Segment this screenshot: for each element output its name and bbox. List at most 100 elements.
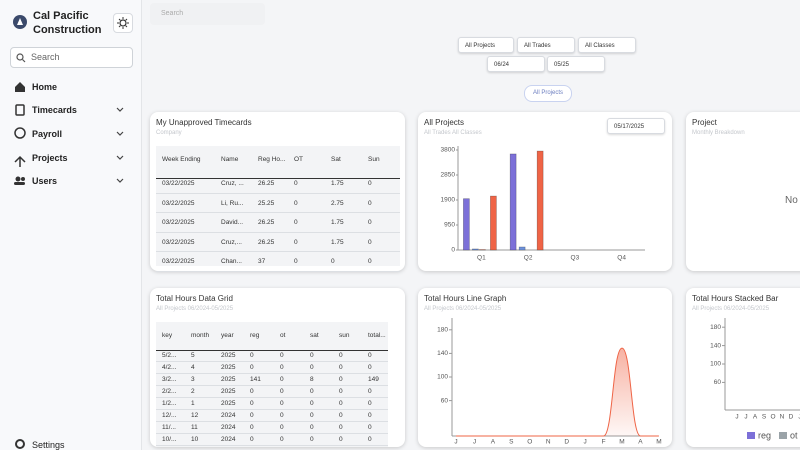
table-cell: 149 [368, 376, 379, 383]
table-cell: 2/2... [162, 388, 177, 395]
table-cell: 4 [191, 364, 195, 371]
column-header: Name [221, 156, 239, 163]
column-header: Reg Ho... [258, 156, 286, 163]
table-cell: 0 [280, 352, 284, 359]
row-rule [156, 361, 388, 362]
trade-select[interactable]: All Trades [517, 37, 575, 53]
table-cell: 0 [368, 388, 372, 395]
table-cell: 11/... [162, 424, 176, 431]
theme-toggle[interactable] [113, 13, 133, 33]
column-header: sun [339, 332, 350, 339]
table-cell: 0 [339, 376, 343, 383]
nav-item[interactable]: Home [32, 82, 58, 92]
header-rule [156, 178, 400, 179]
grid-card: Total Hours Data Grid All Projects 06/20… [150, 288, 405, 447]
table-cell: 0 [280, 376, 284, 383]
column-header: ot [280, 332, 286, 339]
date-select[interactable]: 05/17/2025 [607, 118, 665, 134]
to-select[interactable]: 05/25 [547, 56, 605, 72]
table-cell: 2.75 [331, 199, 344, 207]
table-cell: 10/... [162, 436, 177, 443]
row-rule [156, 231, 400, 233]
table-cell: 0 [310, 412, 314, 419]
table-cell: 0 [280, 400, 284, 407]
search-placeholder: Search [31, 52, 60, 62]
column-header: Sun [368, 156, 380, 163]
table-cell: 0 [368, 424, 372, 431]
card-title: Total Hours Line Graph [424, 294, 507, 303]
nav-item[interactable]: Timecards [32, 105, 77, 115]
table-cell: Cruz,... [221, 238, 242, 246]
row-rule [156, 251, 400, 253]
table-cell: 2 [191, 388, 195, 395]
row-rule [156, 270, 400, 272]
project-chip[interactable]: All Projects [524, 85, 572, 102]
row-rule [156, 192, 400, 194]
table-cell: 0 [339, 436, 343, 443]
table-cell: 03/22/2025 [162, 238, 195, 246]
nav-item[interactable]: Users [32, 176, 58, 186]
card-subtitle: All Projects 06/2024-05/2025 [156, 306, 234, 312]
sidebar: Cal Pacific Construction Search Home Tim… [0, 0, 142, 450]
nav-item[interactable]: Payroll [32, 129, 63, 139]
card-subtitle: Company [156, 130, 182, 136]
table-cell: 2025 [221, 352, 236, 359]
table-cell: 0 [368, 219, 372, 226]
table-cell: Li, Ru... [221, 199, 244, 207]
table-cell: 12/... [162, 412, 177, 419]
column-header: key [162, 332, 173, 339]
table-cell: 1 [191, 400, 195, 407]
table-cell: 1.75 [331, 238, 344, 246]
column-header: month [191, 332, 210, 339]
row-rule [156, 385, 388, 386]
table-cell: 4/2... [162, 364, 177, 371]
table-cell: 0 [368, 180, 372, 187]
row-rule [156, 433, 388, 434]
table-cell: David... [221, 219, 244, 226]
table-cell: 0 [339, 388, 343, 395]
card-title: My Unapproved Timecards [156, 118, 252, 127]
table-cell: 0 [339, 424, 343, 431]
table-cell: 0 [310, 436, 314, 443]
table-cell: 0 [294, 238, 298, 246]
table-cell: 0 [368, 436, 372, 443]
table-cell: 0 [339, 412, 343, 419]
class-select[interactable]: All Classes [578, 37, 636, 53]
nav-item[interactable]: Projects [32, 153, 68, 163]
table-cell: 2025 [221, 388, 236, 395]
row-rule [156, 373, 388, 374]
table-cell: 0 [280, 424, 284, 431]
top-search[interactable]: Search [150, 3, 265, 25]
column-header: total... [368, 332, 386, 339]
table-cell: 26.25 [258, 219, 275, 226]
empty-message: No [785, 195, 798, 206]
row-rule [156, 212, 400, 214]
search-input[interactable]: Search [10, 47, 133, 68]
top-search-placeholder: Search [161, 10, 184, 17]
column-header: OT [294, 156, 304, 163]
table-cell: 2024 [221, 436, 236, 443]
table-cell: 0 [310, 424, 314, 431]
table-cell: 03/22/2025 [162, 180, 195, 187]
card-title: Project [692, 118, 717, 127]
column-header: sat [310, 332, 319, 339]
table-cell: 0 [250, 400, 254, 407]
table-cell: 0 [250, 436, 254, 443]
from-select[interactable]: 06/24 [487, 56, 545, 72]
table-cell: 0 [331, 258, 335, 265]
table-cell: 2025 [221, 364, 236, 371]
table-cell: 5/2... [162, 352, 177, 359]
card-title: All Projects [424, 118, 465, 127]
stacked-card: Total Hours Stacked Bar All Projects 06/… [686, 288, 800, 447]
table-cell: 1.75 [331, 219, 344, 226]
table-cell: 03/22/2025 [162, 258, 195, 265]
table-bg [156, 146, 400, 266]
table-cell: 0 [294, 180, 298, 187]
table-cell: 03/22/2025 [162, 219, 195, 226]
project-select[interactable]: All Projects [458, 37, 514, 53]
column-header: Week Ending [162, 156, 201, 163]
settings-link[interactable]: Settings [32, 440, 65, 450]
card-title: Total Hours Stacked Bar [692, 294, 779, 303]
table-cell: 0 [310, 400, 314, 407]
